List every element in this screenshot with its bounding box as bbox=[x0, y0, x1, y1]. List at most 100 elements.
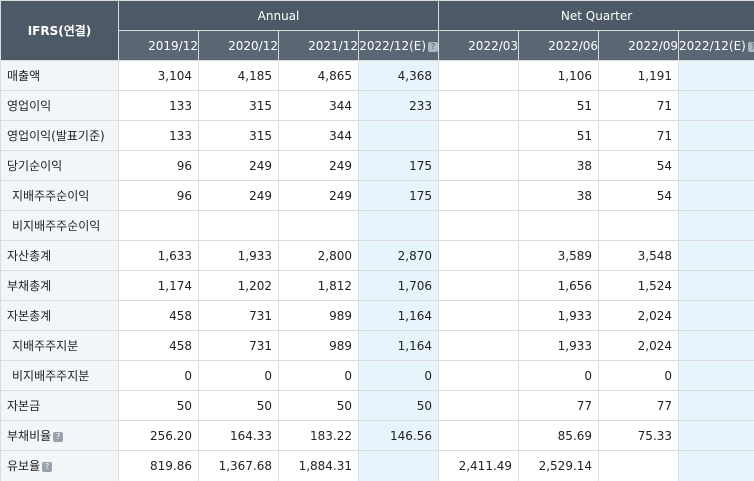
value-cell: 1,106 bbox=[519, 61, 599, 91]
row-label: 지배주주지분 bbox=[12, 339, 78, 353]
quarter-group-header: Net Quarter bbox=[439, 1, 754, 31]
value-cell bbox=[119, 211, 199, 241]
period-header: 2022/06 bbox=[519, 31, 599, 61]
value-cell bbox=[679, 91, 754, 121]
period-header: 2022/03 bbox=[439, 31, 519, 61]
value-cell: 3,548 bbox=[599, 241, 679, 271]
value-cell: 1,164 bbox=[359, 331, 439, 361]
row-label-cell: 자본금 bbox=[1, 391, 119, 421]
period-label: 2022/12(E) bbox=[359, 39, 426, 53]
value-cell: 1,633 bbox=[119, 241, 199, 271]
row-label: 지배주주순이익 bbox=[12, 189, 89, 203]
value-cell: 256.20 bbox=[119, 421, 199, 451]
value-cell: 133 bbox=[119, 91, 199, 121]
value-cell bbox=[439, 91, 519, 121]
row-label: 비지배주주순이익 bbox=[12, 219, 100, 233]
value-cell: 50 bbox=[199, 391, 279, 421]
value-cell: 989 bbox=[279, 301, 359, 331]
value-cell bbox=[359, 121, 439, 151]
help-icon[interactable]: ? bbox=[42, 462, 52, 472]
value-cell bbox=[679, 181, 754, 211]
value-cell: 1,367.68 bbox=[199, 451, 279, 481]
value-cell: 54 bbox=[599, 181, 679, 211]
value-cell: 146.56 bbox=[359, 421, 439, 451]
value-cell bbox=[679, 361, 754, 391]
row-label-cell: 부채비율? bbox=[1, 421, 119, 451]
value-cell: 96 bbox=[119, 181, 199, 211]
value-cell bbox=[439, 301, 519, 331]
value-cell: 54 bbox=[599, 151, 679, 181]
help-icon[interactable]: ? bbox=[428, 42, 438, 52]
row-label-cell: 매출액 bbox=[1, 61, 119, 91]
value-cell: 51 bbox=[519, 91, 599, 121]
table-corner-header: IFRS(연결) bbox=[1, 1, 119, 61]
value-cell: 1,191 bbox=[599, 61, 679, 91]
value-cell bbox=[279, 211, 359, 241]
value-cell bbox=[679, 151, 754, 181]
value-cell: 77 bbox=[599, 391, 679, 421]
value-cell: 1,933 bbox=[519, 301, 599, 331]
value-cell: 1,706 bbox=[359, 271, 439, 301]
row-label-cell: 부채총계 bbox=[1, 271, 119, 301]
value-cell: 96 bbox=[119, 151, 199, 181]
help-icon[interactable]: ? bbox=[748, 42, 754, 52]
value-cell: 2,800 bbox=[279, 241, 359, 271]
value-cell: 50 bbox=[279, 391, 359, 421]
row-label-cell: 자본총계 bbox=[1, 301, 119, 331]
value-cell: 344 bbox=[279, 91, 359, 121]
value-cell: 989 bbox=[279, 331, 359, 361]
value-cell: 50 bbox=[119, 391, 199, 421]
annual-group-header: Annual bbox=[119, 1, 439, 31]
value-cell: 4,368 bbox=[359, 61, 439, 91]
value-cell: 0 bbox=[119, 361, 199, 391]
period-label: 2022/03 bbox=[468, 39, 518, 53]
value-cell: 0 bbox=[599, 361, 679, 391]
row-label: 매출액 bbox=[7, 69, 40, 83]
value-cell bbox=[439, 241, 519, 271]
value-cell: 315 bbox=[199, 91, 279, 121]
value-cell: 1,524 bbox=[599, 271, 679, 301]
value-cell: 71 bbox=[599, 121, 679, 151]
period-header: 2019/12 bbox=[119, 31, 199, 61]
value-cell: 175 bbox=[359, 181, 439, 211]
value-cell bbox=[439, 361, 519, 391]
value-cell bbox=[679, 451, 754, 481]
value-cell: 183.22 bbox=[279, 421, 359, 451]
value-cell: 51 bbox=[519, 121, 599, 151]
value-cell bbox=[439, 271, 519, 301]
row-label: 유보율 bbox=[7, 459, 40, 473]
row-label: 부채총계 bbox=[7, 279, 51, 293]
row-label-cell: 영업이익(발표기준) bbox=[1, 121, 119, 151]
help-icon[interactable]: ? bbox=[53, 432, 63, 442]
value-cell: 175 bbox=[359, 151, 439, 181]
value-cell: 50 bbox=[359, 391, 439, 421]
row-label-cell: 비지배주주지분 bbox=[1, 361, 119, 391]
value-cell bbox=[359, 211, 439, 241]
value-cell bbox=[199, 211, 279, 241]
value-cell: 1,174 bbox=[119, 271, 199, 301]
value-cell: 1,933 bbox=[199, 241, 279, 271]
period-label: 2021/12 bbox=[308, 39, 358, 53]
value-cell bbox=[679, 211, 754, 241]
value-cell: 0 bbox=[519, 361, 599, 391]
value-cell: 731 bbox=[199, 301, 279, 331]
value-cell: 249 bbox=[199, 181, 279, 211]
table-row: 비지배주주순이익 bbox=[1, 211, 754, 241]
value-cell: 2,024 bbox=[599, 331, 679, 361]
value-cell bbox=[439, 61, 519, 91]
period-header-estimate: 2022/12(E)? bbox=[359, 31, 439, 61]
row-label: 부채비율 bbox=[7, 429, 51, 443]
row-label-cell: 영업이익 bbox=[1, 91, 119, 121]
row-label-cell: 자산총계 bbox=[1, 241, 119, 271]
value-cell bbox=[359, 451, 439, 481]
row-label-cell: 지배주주지분 bbox=[1, 331, 119, 361]
value-cell bbox=[679, 421, 754, 451]
